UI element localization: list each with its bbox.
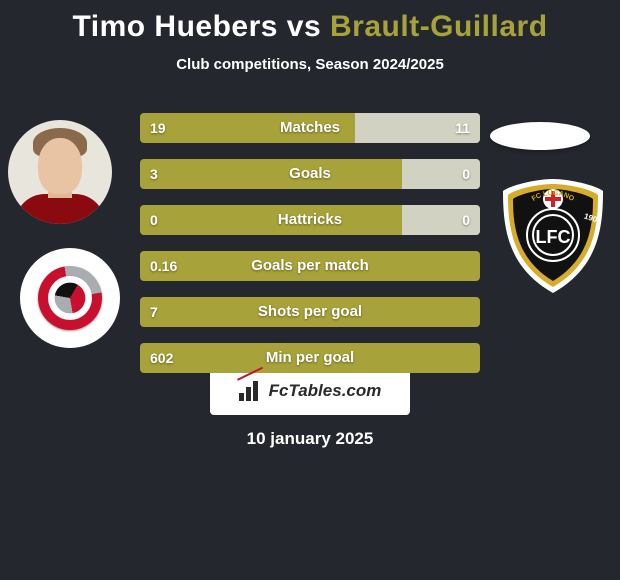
stat-row: 7Shots per goal (140, 297, 480, 327)
stat-label: Shots per goal (140, 297, 480, 327)
stat-right-value: 0 (462, 205, 470, 235)
stat-label: Matches (140, 113, 480, 143)
stat-label: Goals per match (140, 251, 480, 281)
stat-rows-container: 19Matches113Goals00Hattricks00.16Goals p… (140, 113, 480, 389)
stat-label: Goals (140, 159, 480, 189)
avatar-face (38, 138, 82, 194)
player2-avatar-placeholder (490, 122, 590, 150)
stat-right-value: 11 (455, 113, 470, 143)
subtitle: Club competitions, Season 2024/2025 (0, 56, 620, 73)
stat-row: 3Goals0 (140, 159, 480, 189)
stat-row: 0Hattricks0 (140, 205, 480, 235)
vs-text: vs (278, 10, 330, 43)
player2-club-logo: LFC 1908 FC LUGANO (496, 176, 610, 296)
stat-label: Min per goal (140, 343, 480, 373)
player2-name: Brault-Guillard (330, 10, 548, 43)
club2-lfc-text: LFC (536, 227, 571, 247)
club2-shield-svg: LFC 1908 FC LUGANO (499, 177, 607, 295)
stat-row: 19Matches11 (140, 113, 480, 143)
club1-logo-graphic (38, 266, 102, 330)
player1-name: Timo Huebers (72, 10, 278, 43)
player1-avatar (8, 120, 112, 224)
stat-right-value: 0 (462, 159, 470, 189)
player1-club-logo (20, 248, 120, 348)
stat-row: 0.16Goals per match (140, 251, 480, 281)
fctables-icon (239, 381, 265, 401)
date-text: 10 january 2025 (0, 429, 620, 449)
avatar-shirt (15, 194, 105, 224)
stat-row: 602Min per goal (140, 343, 480, 373)
stat-label: Hattricks (140, 205, 480, 235)
comparison-title: Timo Huebers vs Brault-Guillard (0, 0, 620, 44)
